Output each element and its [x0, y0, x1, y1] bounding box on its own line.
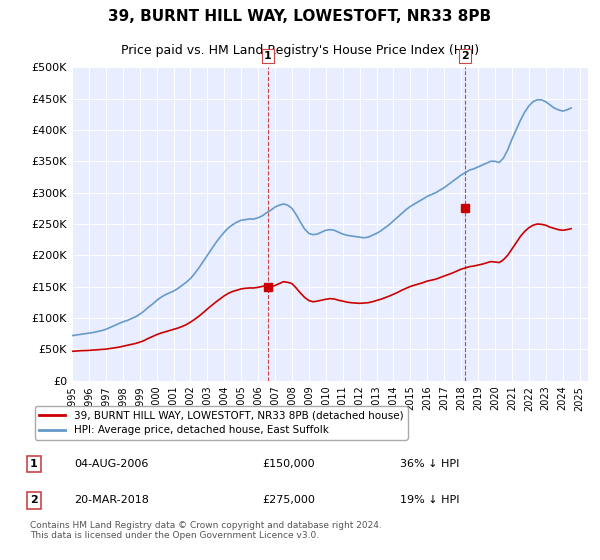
Text: 1: 1: [30, 459, 38, 469]
Legend: 39, BURNT HILL WAY, LOWESTOFT, NR33 8PB (detached house), HPI: Average price, de: 39, BURNT HILL WAY, LOWESTOFT, NR33 8PB …: [35, 406, 407, 440]
Text: 2: 2: [461, 51, 469, 61]
Text: 04-AUG-2006: 04-AUG-2006: [74, 459, 149, 469]
Text: 39, BURNT HILL WAY, LOWESTOFT, NR33 8PB: 39, BURNT HILL WAY, LOWESTOFT, NR33 8PB: [109, 10, 491, 24]
Text: £150,000: £150,000: [262, 459, 314, 469]
Text: 36% ↓ HPI: 36% ↓ HPI: [400, 459, 459, 469]
Text: £275,000: £275,000: [262, 495, 315, 505]
Text: 1: 1: [264, 51, 272, 61]
Text: Contains HM Land Registry data © Crown copyright and database right 2024.
This d: Contains HM Land Registry data © Crown c…: [30, 521, 382, 540]
Text: 20-MAR-2018: 20-MAR-2018: [74, 495, 149, 505]
Text: 19% ↓ HPI: 19% ↓ HPI: [400, 495, 460, 505]
Text: 2: 2: [30, 495, 38, 505]
Text: Price paid vs. HM Land Registry's House Price Index (HPI): Price paid vs. HM Land Registry's House …: [121, 44, 479, 57]
